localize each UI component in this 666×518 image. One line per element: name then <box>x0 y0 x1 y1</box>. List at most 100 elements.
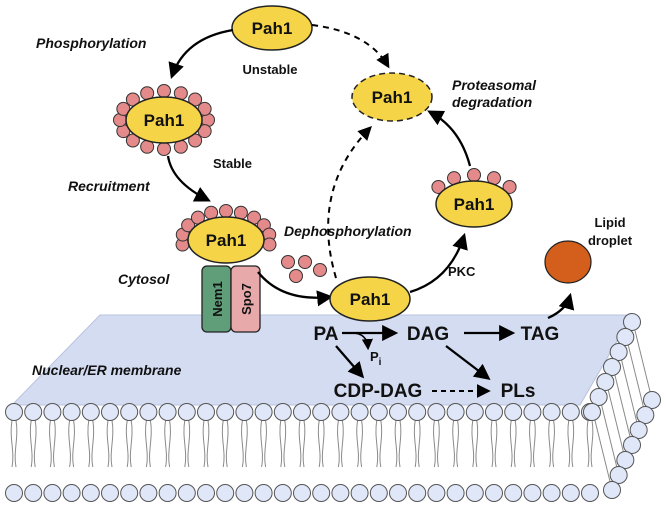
lipid-tail <box>222 421 224 468</box>
lipid-head <box>447 404 464 421</box>
lipid-tail <box>472 421 474 468</box>
lipid-tail <box>338 421 340 468</box>
proteasomal-label-1: Proteasomal <box>452 77 537 93</box>
lipid-head <box>44 485 61 502</box>
lipid-tail <box>92 421 94 468</box>
lipid-tail <box>54 421 56 468</box>
lipid-tail <box>34 421 36 468</box>
lipid-head <box>159 404 176 421</box>
lipid-head <box>82 404 99 421</box>
pah1-pkc-label: Pah1 <box>454 195 495 214</box>
lipid-tail <box>130 421 132 468</box>
lipid-tail <box>15 421 17 468</box>
lipid-head <box>486 404 503 421</box>
lipid-head <box>25 485 42 502</box>
phospho-dot <box>468 169 481 182</box>
lipid-head <box>313 485 330 502</box>
cytosol-label: Cytosol <box>118 271 170 287</box>
lipid-tail <box>165 421 167 468</box>
lipid-tail <box>280 421 282 468</box>
lipid-tail <box>111 421 113 468</box>
phospho-dot <box>158 85 171 98</box>
lipid-tail <box>150 421 152 468</box>
lipid-head <box>332 404 349 421</box>
lipid-head <box>447 485 464 502</box>
lipid-head <box>102 485 119 502</box>
dephosphorylation-label: Dephosphorylation <box>284 223 412 239</box>
lipid-tail <box>453 421 455 468</box>
lipid-head <box>543 404 560 421</box>
lipid-head <box>140 485 157 502</box>
lipid-head <box>630 422 647 439</box>
lipid-head <box>198 404 215 421</box>
lipid-tail <box>265 421 267 468</box>
lipid-tail <box>107 421 109 468</box>
lipid-tail <box>568 421 570 468</box>
recruitment-arrow <box>168 156 208 200</box>
lipid-head <box>370 485 387 502</box>
lipid-tail <box>399 421 401 468</box>
lipid-head <box>584 404 601 421</box>
lipid-droplet <box>545 241 591 283</box>
lipid-head <box>486 485 503 502</box>
dag-label: DAG <box>407 324 449 345</box>
lipid-tail <box>591 421 593 468</box>
lipid-head <box>198 485 215 502</box>
lipid-tail <box>322 421 324 468</box>
lipid-head <box>624 314 641 331</box>
recruitment-label: Recruitment <box>68 178 151 194</box>
lipid-tail <box>376 421 378 468</box>
lipid-tail <box>299 421 301 468</box>
lipid-tail <box>11 421 13 468</box>
lipid-head <box>428 485 445 502</box>
lipid-head <box>505 404 522 421</box>
lipid-tail <box>395 421 397 468</box>
lipid-head <box>466 404 483 421</box>
lipid-tail <box>495 421 497 468</box>
lipid-head <box>294 485 311 502</box>
lipid-head <box>604 359 621 376</box>
lipid-head <box>428 404 445 421</box>
lipid-tail <box>318 421 320 468</box>
lipid-tail <box>510 421 512 468</box>
lipid-head <box>524 404 541 421</box>
phospho-dot <box>158 143 171 156</box>
lipid-head <box>102 404 119 421</box>
cdp-dag-label: CDP-DAG <box>334 381 423 402</box>
lipid-head <box>313 404 330 421</box>
lipid-head <box>409 404 426 421</box>
lipid-tail <box>73 421 75 468</box>
lipid-tail <box>414 421 416 468</box>
proteasomal-label-2: degradation <box>452 94 532 110</box>
phosphorylation-label: Phosphorylation <box>36 35 146 51</box>
lipid-head <box>6 485 23 502</box>
lipid-head <box>236 485 253 502</box>
lipid-tail <box>587 421 589 468</box>
unstable-label: Unstable <box>243 62 298 77</box>
lipid-head <box>524 485 541 502</box>
lipid-tail <box>572 421 574 468</box>
lipid-tail <box>361 421 363 468</box>
lipid-tail <box>88 421 90 468</box>
lipid-tail <box>380 421 382 468</box>
lipid-head <box>274 485 291 502</box>
lipid-head <box>44 404 61 421</box>
lipid-tail <box>69 421 71 468</box>
lipid-tail <box>184 421 186 468</box>
pah1-unstable-label: Pah1 <box>252 19 293 38</box>
lipid-tail <box>169 421 171 468</box>
lipid-head <box>217 485 234 502</box>
pls-label: PLs <box>501 381 536 402</box>
lipid-tail <box>534 421 536 468</box>
lipid-head <box>644 392 661 409</box>
lipid-head <box>505 485 522 502</box>
lipid-tail <box>126 421 128 468</box>
lipid-head <box>274 404 291 421</box>
lipid-head <box>597 374 614 391</box>
lipid-tail <box>553 421 555 468</box>
lipid-head <box>590 389 607 406</box>
lipid-tail <box>457 421 459 468</box>
lipid-head <box>562 404 579 421</box>
lipid-tail <box>434 421 436 468</box>
